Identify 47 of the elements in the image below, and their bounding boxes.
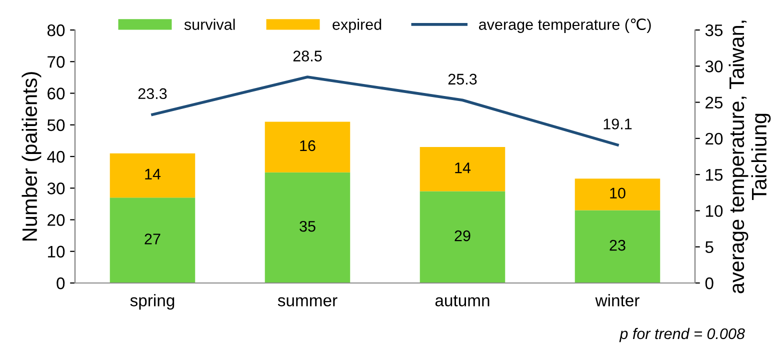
y-tick-label: 20 [48,214,65,226]
x-tick-label: spring [130,294,174,310]
y2-tick-label: 20 [706,132,723,145]
data-label: 14 [455,162,471,174]
data-label: 23.3 [138,88,167,100]
bar [110,153,196,198]
x-tick-label: autumn [435,295,490,306]
y2-tick-label: 10 [706,205,723,217]
bar [574,210,660,283]
bar [574,178,660,210]
bar [264,172,350,283]
legend-label: survival [184,18,235,30]
data-label: 19.1 [604,118,632,130]
y2-tick-label: 0 [705,277,714,290]
y-tick-label: 10 [48,246,65,258]
data-label: 14 [145,168,161,180]
data-label: 35 [300,220,316,232]
data-label: 23 [610,240,626,251]
y-tick-label: 80 [47,24,65,36]
y-tick-label: 50 [47,119,65,132]
data-label: 25.3 [448,74,477,85]
x-tick-label: winter [595,294,640,306]
y-tick-label: 60 [48,88,65,100]
data-label: 27 [144,234,160,244]
bar [420,191,506,283]
y2-tick-label: 15 [706,169,723,181]
bar [110,198,196,283]
data-label: 16 [300,140,316,152]
y2-axis-title: average temperature, Taiwan, Taichiung [728,20,771,294]
data-label: 10 [610,188,626,199]
legend-label: average temperature (℃) [478,18,651,33]
y-tick-label: 70 [48,56,65,68]
y2-tick-label: 25 [706,96,723,108]
text: p for trend = 0.008 [619,328,745,342]
y-tick-label: 40 [47,150,65,163]
y2-tick-label: 30 [705,60,723,72]
y-tick-label: 30 [47,182,65,194]
data-label: 28.5 [293,50,322,62]
y2-tick-label: 35 [705,24,723,36]
bar [264,122,350,172]
y-axis-title: Number (paitients) [22,72,42,240]
x-tick-label: summer [278,297,338,306]
legend-label: expired [332,18,382,33]
y2-tick-label: 5 [705,241,714,254]
y-tick-label: 0 [56,277,65,290]
bar [420,147,506,192]
data-label: 29 [454,230,470,242]
